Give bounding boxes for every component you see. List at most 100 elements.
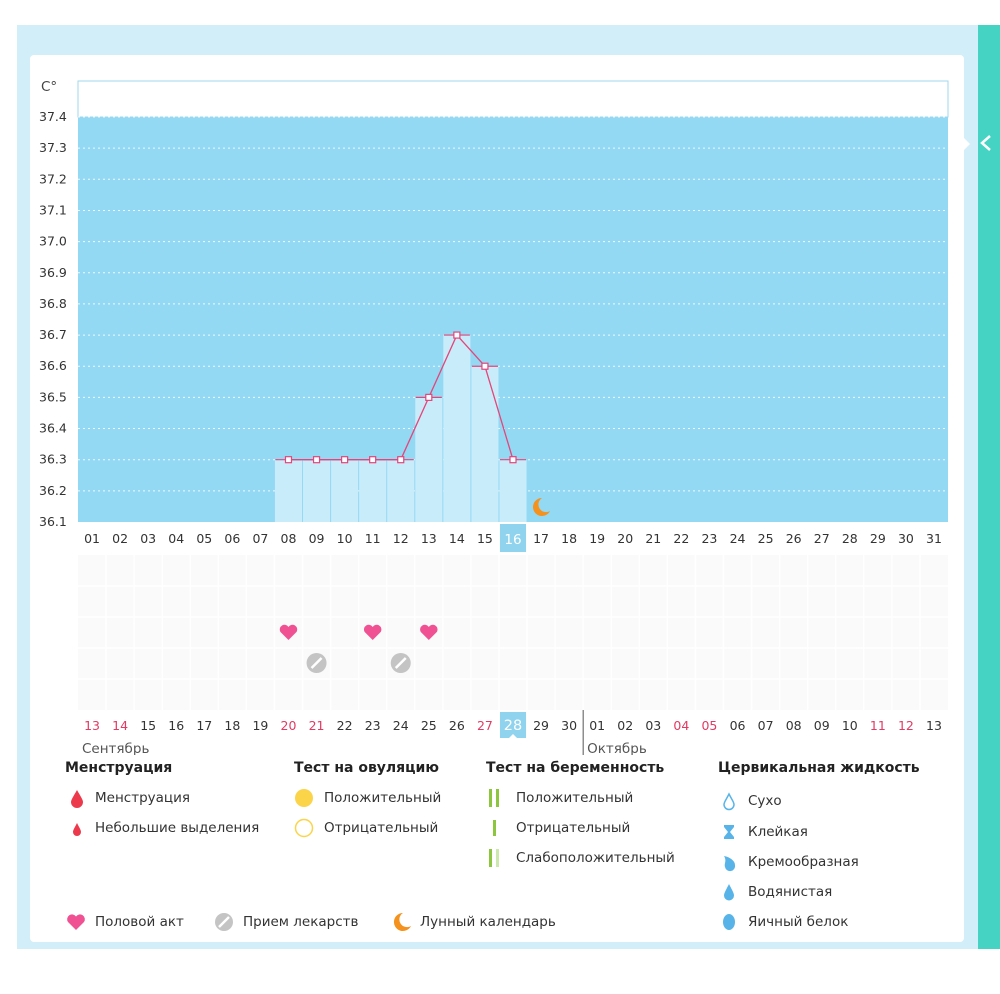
bottom-day-label: 03 [645, 718, 661, 733]
temperature-bar [303, 459, 331, 522]
pill-marker-stripe [310, 657, 323, 669]
y-tick-label: 36.7 [39, 327, 67, 342]
legend-item-egg-white: Яичный белок [718, 912, 848, 932]
temperature-point [509, 456, 517, 464]
heart-marker [420, 624, 438, 640]
top-day-label: 02 [112, 531, 128, 546]
legend-item-lunar: Лунный календарь [390, 912, 556, 932]
legend-item-ovulation-negative: Отрицательный [294, 818, 438, 838]
temperature-point [453, 331, 461, 339]
bottom-day-pointer [509, 734, 517, 738]
legend-title-cervical: Цервикальная жидкость [718, 760, 920, 776]
legend-item-menstruation: Менструация [65, 788, 190, 808]
top-day-label: 04 [168, 531, 184, 546]
top-day-label: 23 [701, 531, 717, 546]
hourglass-icon [718, 822, 742, 842]
top-day-highlight [499, 524, 527, 552]
legend-title-menstruation: Менструация [65, 760, 173, 776]
top-day-label: 03 [140, 531, 156, 546]
top-day-label: 12 [393, 531, 409, 546]
temperature-point [284, 456, 293, 464]
temperature-bar [443, 335, 471, 522]
top-day-label: 18 [561, 531, 577, 546]
y-tick-label: 37.4 [39, 109, 67, 124]
bottom-day-label: 24 [393, 718, 409, 733]
plot-header-strip [77, 80, 949, 118]
bottom-day-label: 28 [504, 718, 522, 734]
bottom-day-label: 16 [168, 718, 184, 733]
top-day-label: 27 [814, 531, 830, 546]
bottom-day-label: 02 [617, 718, 633, 733]
legend-item-medication: Прием лекарств [213, 912, 358, 932]
y-unit-label: C° [41, 79, 57, 95]
y-tick-label: 36.8 [39, 296, 67, 311]
legend-label: Водянистая [748, 884, 833, 900]
panel-pointer [960, 134, 970, 154]
legend-label: Прием лекарств [243, 914, 359, 930]
bottom-day-label: 14 [112, 718, 128, 733]
y-tick-label: 37.2 [39, 171, 67, 186]
legend-label: Отрицательный [516, 820, 631, 836]
top-day-label: 09 [309, 531, 325, 546]
temperature-point [397, 456, 405, 464]
top-day-label: 08 [281, 531, 297, 546]
legend-item-intercourse: Половой акт [65, 912, 184, 932]
moon-icon [390, 912, 414, 932]
top-day-label: 01 [84, 531, 100, 546]
chevron-left-icon[interactable] [980, 135, 992, 151]
y-tick-label: 36.2 [39, 483, 67, 498]
bottom-day-label: 15 [140, 718, 156, 733]
legend-label: Слабоположительный [516, 850, 675, 866]
circle-filled-icon [294, 788, 318, 808]
legend-label: Положительный [516, 790, 634, 806]
heart-marker [363, 624, 382, 640]
temperature-bar [415, 397, 443, 522]
bottom-day-label: 22 [337, 718, 353, 733]
legend-label: Кремообразная [748, 854, 859, 870]
pill-icon [213, 912, 237, 932]
month-label: Сентябрь [82, 741, 149, 755]
bottom-day-label: 12 [898, 718, 914, 733]
bottom-day-label: 09 [814, 718, 830, 733]
top-day-label: 24 [730, 531, 746, 546]
top-day-label: 19 [589, 531, 605, 546]
legend-item-sticky: Клейкая [718, 822, 808, 842]
top-day-label: 13 [421, 531, 437, 546]
side-panel-toggle[interactable] [978, 25, 1000, 949]
one-bar-icon [486, 818, 510, 838]
legend-label: Сухо [748, 793, 782, 809]
legend-label: Менструация [95, 790, 190, 806]
legend-item-pregnancy-positive: Положительный [486, 788, 633, 808]
water-drop-icon [718, 882, 742, 902]
legend-item-pregnancy-negative: Отрицательный [486, 818, 630, 838]
y-tick-label: 36.4 [39, 421, 67, 436]
y-tick-label: 36.3 [39, 452, 67, 467]
bottom-day-label: 13 [926, 718, 942, 733]
bottom-day-label: 06 [730, 718, 746, 733]
drop-outline-icon [718, 791, 742, 811]
temperature-point [341, 456, 349, 464]
legend-item-dry: Сухо [718, 791, 782, 811]
top-day-label: 22 [673, 531, 689, 546]
temperature-point [369, 456, 377, 464]
temperature-bar [499, 459, 527, 522]
legend-label: Отрицательный [324, 820, 439, 836]
bottom-day-label: 30 [561, 718, 577, 733]
bottom-day-label: 07 [758, 718, 774, 733]
temperature-bar [274, 459, 303, 522]
top-day-label: 11 [365, 531, 381, 546]
bottom-day-label: 05 [701, 718, 717, 733]
top-day-label: 14 [449, 531, 465, 546]
bbt-chart: C° 36.1 36.2 36.3 36.4 36.5 36.6 36.7 36.8 36.9 37… [39, 79, 949, 755]
temperature-bar [471, 366, 499, 522]
y-tick-label: 37.1 [39, 202, 67, 217]
plot-area [78, 117, 948, 522]
bottom-day-label: 10 [842, 718, 858, 733]
legend-item-watery: Водянистая [718, 882, 832, 902]
bottom-day-label: 08 [786, 718, 802, 733]
bottom-day-label: 01 [589, 718, 605, 733]
heart-marker [279, 624, 298, 640]
bottom-day-label: 19 [252, 718, 268, 733]
bottom-day-label: 21 [309, 718, 325, 733]
top-day-label: 07 [252, 531, 268, 546]
